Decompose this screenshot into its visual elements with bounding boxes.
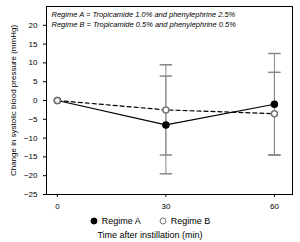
html-text:Regime B: Regime B	[170, 216, 211, 226]
svg-text:5: 5	[33, 77, 38, 86]
svg-text:Change in systolic blood press: Change in systolic blood pressure (mmHg)	[9, 25, 18, 177]
svg-text:0: 0	[55, 202, 60, 211]
svg-text:−10: −10	[24, 134, 38, 143]
html-text:Regime A: Regime A	[101, 216, 141, 226]
svg-text:30: 30	[161, 202, 170, 211]
svg-text:0: 0	[33, 96, 38, 105]
html-text:Time after instillation (min): Time after instillation (min)	[97, 230, 203, 240]
svg-text:10: 10	[29, 58, 38, 67]
svg-text:Regime A = Tropicamide 1.0% an: Regime A = Tropicamide 1.0% and phenylep…	[52, 10, 236, 19]
svg-text:−25: −25	[24, 190, 38, 199]
svg-text:−20: −20	[24, 171, 38, 180]
svg-text:Regime B = Tropicamide 0.5% an: Regime B = Tropicamide 0.5% and phenylep…	[52, 20, 237, 29]
svg-text:60: 60	[270, 202, 279, 211]
svg-text:20: 20	[29, 21, 38, 30]
svg-text:15: 15	[29, 40, 38, 49]
svg-text:−15: −15	[24, 152, 38, 161]
svg-text:−5: −5	[28, 115, 38, 124]
